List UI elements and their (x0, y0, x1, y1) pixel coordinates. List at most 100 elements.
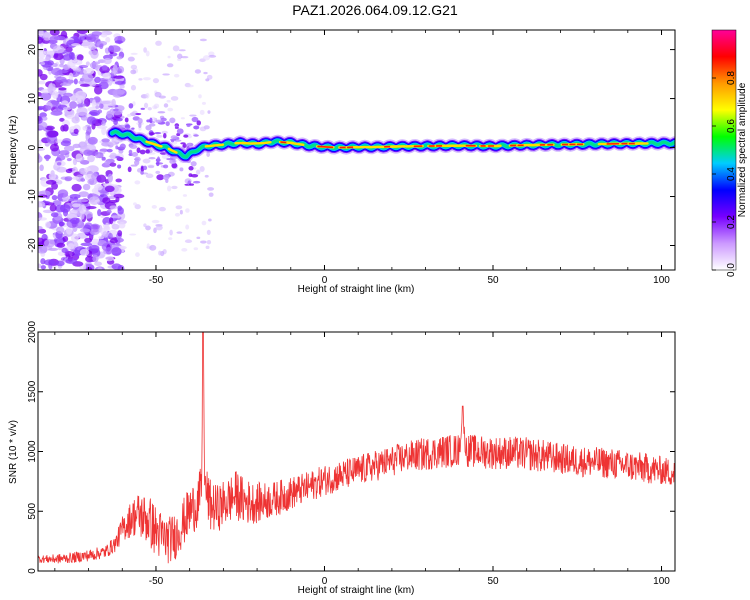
noise-blob (58, 150, 70, 156)
noise-blob (38, 228, 47, 234)
noise-blob (191, 116, 199, 123)
colorbar: 0.0 0.2 0.4 0.6 0.8 Normalized spectral ampl… (711, 29, 748, 277)
noise-blob (113, 193, 125, 199)
noise-blob (108, 199, 118, 204)
spectrogram-y-tick-label: -10 (27, 189, 38, 204)
noise-blob (199, 38, 207, 42)
noise-blob (111, 247, 122, 257)
noise-blob (130, 69, 137, 75)
noise-blob (74, 112, 80, 122)
noise-blob (113, 108, 119, 112)
noise-blob (61, 247, 68, 253)
noise-blob (173, 73, 180, 78)
noise-blob (71, 43, 81, 47)
noise-blob (59, 82, 72, 87)
noise-blob (80, 178, 86, 182)
noise-blob (116, 56, 123, 60)
noise-blob (113, 75, 125, 79)
colorbar-label: Normalized spectral amplitude (737, 82, 748, 217)
noise-blob (97, 267, 103, 270)
noise-blob (105, 36, 111, 43)
noise-blob (65, 258, 78, 264)
snr-y-tick-label: 500 (27, 502, 38, 519)
noise-blob (163, 133, 167, 139)
noise-blob (154, 132, 162, 135)
noise-blob (52, 45, 65, 54)
noise-blob (111, 98, 116, 108)
noise-blob (85, 205, 97, 210)
noise-blob (49, 204, 57, 212)
noise-blob (184, 239, 193, 244)
noise-blob (127, 56, 135, 62)
noise-blob (107, 141, 119, 146)
ridge-hot-segment (167, 147, 178, 154)
noise-blob (106, 110, 113, 119)
noise-blob (149, 132, 155, 136)
noise-blob (38, 107, 44, 111)
noise-blob (87, 136, 98, 145)
noise-blob (186, 84, 194, 88)
noise-blob (106, 148, 113, 153)
noise-blob (55, 76, 67, 83)
snr-x-label: Height of straight line (km) (298, 585, 415, 596)
noise-blob (38, 49, 46, 59)
noise-blob (180, 142, 186, 145)
noise-blob (72, 158, 78, 166)
noise-blob (108, 45, 121, 53)
noise-blob (107, 195, 116, 200)
noise-blob (44, 239, 55, 248)
noise-blob (167, 107, 174, 112)
noise-blob (137, 117, 143, 124)
noise-blob (47, 60, 54, 66)
snr-y-label: SNR (10 * v/v) (8, 420, 19, 484)
noise-blob (85, 61, 90, 66)
noise-blob (204, 174, 209, 178)
noise-blob (180, 117, 185, 120)
noise-blob (39, 112, 47, 118)
noise-blob (57, 189, 69, 198)
noise-blob (59, 117, 65, 122)
ridge-hot-segment (286, 141, 305, 147)
noise-blob (104, 222, 110, 230)
noise-blob (58, 87, 67, 91)
noise-blob (115, 155, 121, 159)
noise-blob (112, 64, 118, 74)
noise-blob (205, 245, 210, 250)
noise-blob (92, 254, 99, 263)
noise-blob (43, 259, 56, 266)
noise-blob (105, 255, 114, 262)
noise-blob (109, 216, 114, 225)
noise-blob (149, 244, 157, 251)
noise-blob (149, 117, 153, 124)
noise-blob (163, 103, 169, 108)
noise-blob (109, 238, 118, 244)
spectrogram-y-tick-label: 10 (27, 93, 38, 105)
noise-blob (207, 110, 211, 114)
snr-x-tick-label: 50 (487, 576, 499, 587)
colorbar-tick-label: 0.8 (726, 71, 737, 85)
noise-blob (158, 250, 162, 256)
noise-blob (41, 105, 52, 111)
spectrogram-frame (37, 29, 676, 271)
noise-blob (143, 223, 147, 228)
noise-blob (102, 197, 111, 204)
noise-blob (174, 212, 180, 217)
ridge-peak-segment (317, 145, 334, 149)
noise-blob (151, 204, 157, 209)
noise-blob (86, 33, 96, 43)
noise-blob (135, 112, 142, 116)
spectrogram-y-tick-label: 20 (27, 44, 38, 56)
noise-blob (190, 161, 197, 167)
noise-blob (81, 73, 94, 83)
noise-blob (176, 128, 184, 135)
noise-blob (170, 135, 178, 140)
noise-blob (94, 76, 101, 84)
noise-blob (76, 103, 87, 107)
noise-blob (102, 217, 112, 226)
noise-blob (162, 174, 170, 181)
noise-blob (189, 114, 197, 117)
noise-blob (76, 30, 89, 34)
noise-blob (166, 63, 174, 68)
noise-blob (96, 40, 108, 46)
noise-blob (43, 50, 55, 55)
